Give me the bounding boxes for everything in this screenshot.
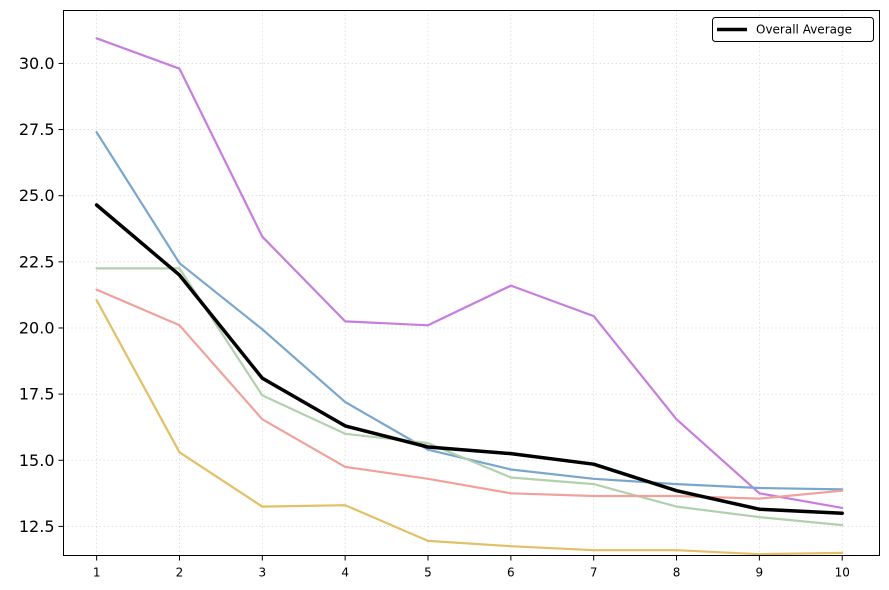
- series-line-4: [95, 288, 844, 500]
- legend-label-overall-average: Overall Average: [756, 23, 852, 37]
- x-tick-label: 10: [835, 566, 850, 580]
- y-tick-label: 15.0: [19, 451, 55, 470]
- legend-box: [712, 17, 874, 42]
- series-line-5: [95, 299, 844, 556]
- y-tick-label: 17.5: [19, 385, 55, 404]
- series-line-1: [95, 37, 844, 509]
- x-tick-label: 7: [590, 566, 598, 580]
- y-tick-label: 22.5: [19, 252, 55, 271]
- x-tick-label: 2: [176, 566, 184, 580]
- y-axis: 12.5 15.0 17.5 20.0 22.5 25.0 27.5 30.0: [19, 54, 64, 536]
- y-tick-label: 27.5: [19, 120, 55, 139]
- x-tick-label: 3: [259, 566, 267, 580]
- x-tick-label: 6: [507, 566, 515, 580]
- x-tick-label: 1: [93, 566, 101, 580]
- plot-frame: [63, 10, 880, 556]
- x-tick-label: 9: [756, 566, 764, 580]
- y-tick-label: 20.0: [19, 318, 55, 337]
- series-line-3: [95, 267, 844, 527]
- x-axis: 1 2 3 4 5 6 7 8 9 10: [93, 555, 850, 580]
- grid: [63, 10, 880, 556]
- y-tick-label: 25.0: [19, 186, 55, 205]
- series-lines: [94, 37, 844, 556]
- x-tick-label: 5: [424, 566, 432, 580]
- y-tick-label: 30.0: [19, 54, 55, 73]
- x-tick-label: 8: [673, 566, 681, 580]
- legend: Overall Average: [712, 17, 874, 42]
- series-line-overall-average: [94, 203, 844, 515]
- x-tick-label: 4: [341, 566, 349, 580]
- y-tick-label: 12.5: [19, 517, 55, 536]
